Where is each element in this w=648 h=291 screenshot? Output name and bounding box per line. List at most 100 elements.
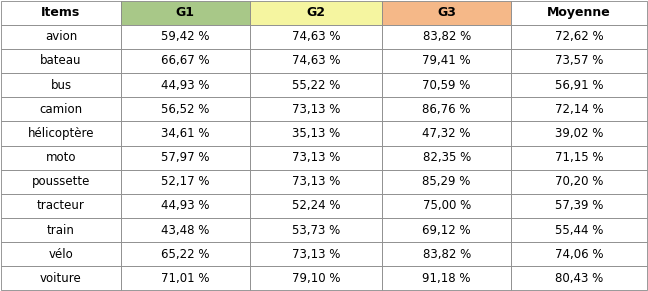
- Text: 85,29 %: 85,29 %: [422, 175, 471, 188]
- Bar: [382, 242, 511, 266]
- Bar: [121, 25, 249, 49]
- Bar: [121, 73, 249, 97]
- Text: 35,13 %: 35,13 %: [292, 127, 340, 140]
- Text: camion: camion: [40, 103, 82, 116]
- Text: 56,52 %: 56,52 %: [161, 103, 209, 116]
- Bar: [511, 194, 647, 218]
- Text: train: train: [47, 223, 75, 237]
- Bar: [382, 97, 511, 121]
- Text: 44,93 %: 44,93 %: [161, 199, 209, 212]
- Text: voiture: voiture: [40, 272, 82, 285]
- Bar: [249, 97, 382, 121]
- Bar: [121, 146, 249, 170]
- Bar: [121, 218, 249, 242]
- Text: 65,22 %: 65,22 %: [161, 248, 209, 261]
- Bar: [1, 194, 121, 218]
- Bar: [1, 25, 121, 49]
- Text: 79,41 %: 79,41 %: [422, 54, 471, 68]
- Bar: [1, 97, 121, 121]
- Text: 74,06 %: 74,06 %: [555, 248, 603, 261]
- Bar: [382, 170, 511, 194]
- Bar: [121, 170, 249, 194]
- Bar: [1, 146, 121, 170]
- Bar: [511, 266, 647, 290]
- Bar: [121, 242, 249, 266]
- Text: 56,91 %: 56,91 %: [555, 79, 603, 92]
- Text: 71,15 %: 71,15 %: [555, 151, 603, 164]
- Bar: [121, 49, 249, 73]
- Bar: [249, 170, 382, 194]
- Bar: [382, 146, 511, 170]
- Text: 75,00 %: 75,00 %: [422, 199, 470, 212]
- Bar: [382, 218, 511, 242]
- Text: Items: Items: [41, 6, 80, 19]
- Text: 83,82 %: 83,82 %: [422, 248, 470, 261]
- Text: 91,18 %: 91,18 %: [422, 272, 471, 285]
- Text: G2: G2: [307, 6, 325, 19]
- Bar: [511, 25, 647, 49]
- Text: 72,62 %: 72,62 %: [555, 30, 603, 43]
- Text: G1: G1: [176, 6, 195, 19]
- Text: 80,43 %: 80,43 %: [555, 272, 603, 285]
- Bar: [249, 1, 382, 25]
- Text: 73,57 %: 73,57 %: [555, 54, 603, 68]
- Text: vélo: vélo: [49, 248, 73, 261]
- Bar: [249, 73, 382, 97]
- Text: 79,10 %: 79,10 %: [292, 272, 340, 285]
- Text: 70,20 %: 70,20 %: [555, 175, 603, 188]
- Text: 82,35 %: 82,35 %: [422, 151, 470, 164]
- Text: 73,13 %: 73,13 %: [292, 248, 340, 261]
- Text: 73,13 %: 73,13 %: [292, 151, 340, 164]
- Text: 52,24 %: 52,24 %: [292, 199, 340, 212]
- Bar: [121, 194, 249, 218]
- Text: 43,48 %: 43,48 %: [161, 223, 209, 237]
- Text: 72,14 %: 72,14 %: [555, 103, 603, 116]
- Bar: [1, 121, 121, 146]
- Text: 73,13 %: 73,13 %: [292, 175, 340, 188]
- Text: poussette: poussette: [32, 175, 90, 188]
- Bar: [1, 170, 121, 194]
- Bar: [511, 218, 647, 242]
- Text: Moyenne: Moyenne: [547, 6, 611, 19]
- Bar: [121, 1, 249, 25]
- Text: 83,82 %: 83,82 %: [422, 30, 470, 43]
- Text: 44,93 %: 44,93 %: [161, 79, 209, 92]
- Bar: [249, 218, 382, 242]
- Bar: [249, 266, 382, 290]
- Bar: [249, 49, 382, 73]
- Text: bus: bus: [51, 79, 71, 92]
- Bar: [1, 218, 121, 242]
- Bar: [1, 49, 121, 73]
- Bar: [511, 242, 647, 266]
- Bar: [249, 146, 382, 170]
- Bar: [382, 1, 511, 25]
- Text: 69,12 %: 69,12 %: [422, 223, 471, 237]
- Bar: [511, 170, 647, 194]
- Text: 66,67 %: 66,67 %: [161, 54, 209, 68]
- Text: 53,73 %: 53,73 %: [292, 223, 340, 237]
- Bar: [511, 49, 647, 73]
- Bar: [121, 266, 249, 290]
- Text: 47,32 %: 47,32 %: [422, 127, 471, 140]
- Text: G3: G3: [437, 6, 456, 19]
- Bar: [382, 73, 511, 97]
- Text: 52,17 %: 52,17 %: [161, 175, 209, 188]
- Bar: [1, 242, 121, 266]
- Bar: [249, 25, 382, 49]
- Text: 34,61 %: 34,61 %: [161, 127, 209, 140]
- Text: 59,42 %: 59,42 %: [161, 30, 209, 43]
- Text: avion: avion: [45, 30, 77, 43]
- Bar: [511, 73, 647, 97]
- Text: 55,22 %: 55,22 %: [292, 79, 340, 92]
- Text: 57,39 %: 57,39 %: [555, 199, 603, 212]
- Bar: [511, 121, 647, 146]
- Bar: [382, 266, 511, 290]
- Bar: [1, 1, 121, 25]
- Text: 74,63 %: 74,63 %: [292, 54, 340, 68]
- Bar: [121, 97, 249, 121]
- Text: 57,97 %: 57,97 %: [161, 151, 209, 164]
- Bar: [1, 266, 121, 290]
- Text: 73,13 %: 73,13 %: [292, 103, 340, 116]
- Bar: [121, 121, 249, 146]
- Text: moto: moto: [46, 151, 76, 164]
